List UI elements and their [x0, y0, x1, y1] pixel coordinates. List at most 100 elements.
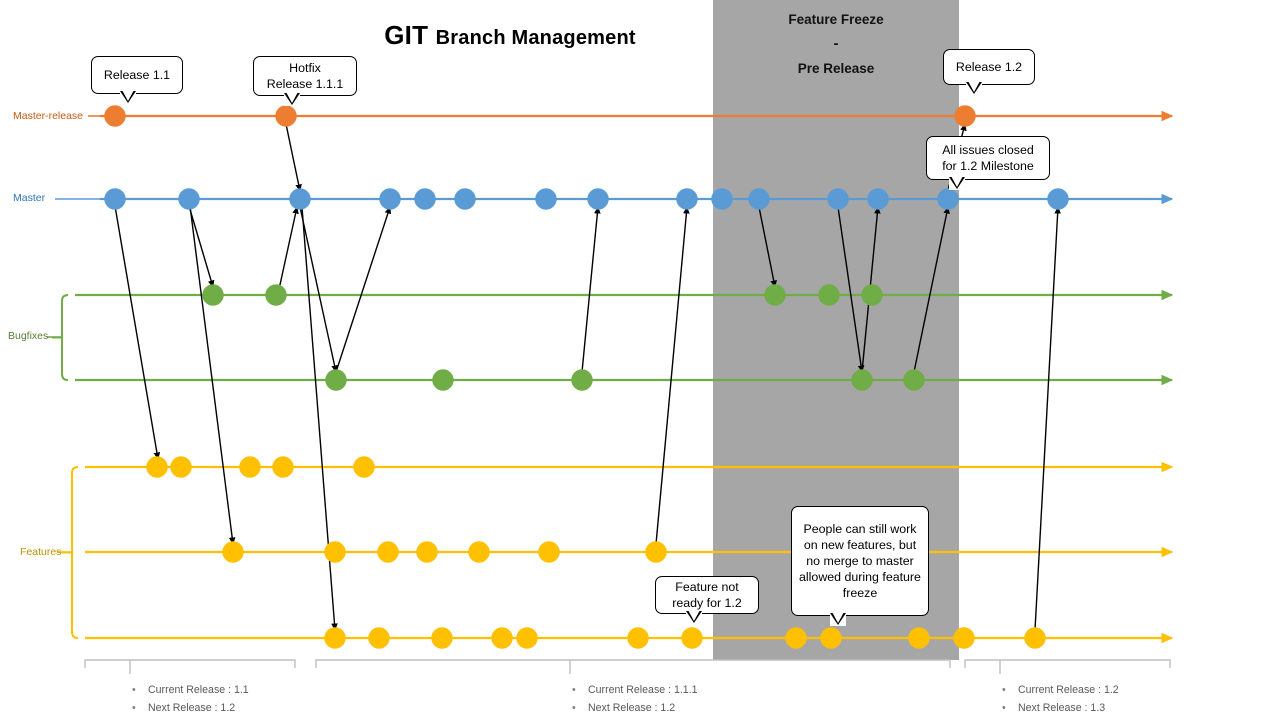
commit-node-master-13[interactable]: [937, 188, 959, 210]
commit-node-feature-2-0[interactable]: [222, 541, 244, 563]
commit-node-feature-3-5[interactable]: [627, 627, 649, 649]
commit-node-master-6[interactable]: [535, 188, 557, 210]
commit-node-feature-2-5[interactable]: [538, 541, 560, 563]
callout-release-1-1[interactable]: Release 1.1: [91, 56, 183, 104]
commit-node-master-9[interactable]: [711, 188, 733, 210]
page-title-lead: GIT: [384, 20, 429, 50]
footer-bullet-icon: •: [572, 684, 576, 696]
footer-item-label: Current Release : 1.2: [1018, 684, 1119, 696]
callout-feature-not-ready[interactable]: Feature not ready for 1.2: [655, 576, 759, 624]
callout-all-issues-closed[interactable]: All issues closed for 1.2 Milestone: [926, 136, 1050, 190]
footer-item-label: Current Release : 1.1.1: [588, 684, 698, 696]
footer-item-label: Next Release : 1.3: [1018, 702, 1106, 714]
commit-node-feature-3-11[interactable]: [1024, 627, 1046, 649]
commit-node-bugfix-1-2[interactable]: [764, 284, 786, 306]
branch-label-master: Master: [13, 192, 46, 204]
feature-freeze-line1: Feature Freeze: [788, 12, 884, 27]
commit-node-master-release-2[interactable]: [954, 105, 976, 127]
commit-node-master-release-0[interactable]: [104, 105, 126, 127]
commit-node-bugfix-2-1[interactable]: [432, 369, 454, 391]
commit-node-bugfix-1-3[interactable]: [818, 284, 840, 306]
commit-node-feature-3-2[interactable]: [431, 627, 453, 649]
commit-node-feature-3-4[interactable]: [516, 627, 538, 649]
commit-node-bugfix-2-2[interactable]: [571, 369, 593, 391]
commit-node-feature-3-7[interactable]: [785, 627, 807, 649]
callout-tail: [966, 80, 982, 95]
commit-node-feature-1-1[interactable]: [170, 456, 192, 478]
merge-arrow-1: [188, 205, 215, 288]
commit-node-feature-1-2[interactable]: [239, 456, 261, 478]
callout-not-ready-line1: Feature not: [675, 580, 739, 594]
footer-item-phase-1-1-1-0: • Current Release : 1.1.1: [572, 684, 698, 696]
commit-node-bugfix-2-0[interactable]: [325, 369, 347, 391]
commit-node-feature-2-4[interactable]: [468, 541, 490, 563]
commit-node-feature-1-4[interactable]: [353, 456, 375, 478]
footer-bracket-phase-1-2: [964, 659, 1171, 668]
callout-tail: [830, 611, 846, 626]
callout-people-can-still-work[interactable]: People can still work on new features, b…: [791, 506, 929, 626]
commit-node-feature-3-0[interactable]: [324, 627, 346, 649]
merge-arrow-6: [301, 206, 338, 631]
commit-node-master-0[interactable]: [104, 188, 126, 210]
commit-node-master-8[interactable]: [676, 188, 698, 210]
callout-release-1-2[interactable]: Release 1.2: [943, 49, 1035, 95]
commit-node-feature-3-3[interactable]: [491, 627, 513, 649]
footer-item-phase-1-1-1-1: • Next Release : 1.2: [572, 702, 675, 714]
feature-freeze-line2: -: [833, 35, 839, 52]
commit-node-feature-3-1[interactable]: [368, 627, 390, 649]
footer-item-phase-1-2-1: • Next Release : 1.3: [1002, 702, 1105, 714]
commit-node-feature-2-6[interactable]: [645, 541, 667, 563]
page-title-rest: Branch Management: [435, 27, 636, 49]
footer-bracket-phase-1-1-1: [315, 659, 951, 668]
commit-node-feature-3-8[interactable]: [820, 627, 842, 649]
commit-node-feature-2-2[interactable]: [377, 541, 399, 563]
commit-node-master-14[interactable]: [1047, 188, 1069, 210]
commit-node-master-12[interactable]: [867, 188, 889, 210]
commit-node-master-4[interactable]: [414, 188, 436, 210]
commit-node-feature-3-10[interactable]: [953, 627, 975, 649]
callout-not-ready-line2: ready for 1.2: [672, 596, 742, 610]
callout-all-issues-line1: All issues closed: [942, 143, 1034, 157]
commit-node-master-2[interactable]: [289, 188, 311, 210]
footer-item-label: Current Release : 1.1: [148, 684, 249, 696]
commit-node-feature-1-3[interactable]: [272, 456, 294, 478]
commit-node-bugfix-2-4[interactable]: [903, 369, 925, 391]
commit-node-master-3[interactable]: [379, 188, 401, 210]
commit-node-master-11[interactable]: [827, 188, 849, 210]
commit-node-master-1[interactable]: [178, 188, 200, 210]
callout-hotfix-line2: Release 1.1.1: [266, 77, 344, 91]
commit-node-master-5[interactable]: [454, 188, 476, 210]
callout-hotfix-release[interactable]: Hotfix Release 1.1.1: [253, 56, 357, 106]
merge-arrow-11: [837, 206, 865, 373]
commit-node-feature-3-9[interactable]: [908, 627, 930, 649]
commit-node-bugfix-2-3[interactable]: [851, 369, 873, 391]
page-title: GIT Branch Management: [260, 20, 760, 51]
footer-bullet-icon: •: [1002, 702, 1006, 714]
footer-bullet-icon: •: [132, 684, 136, 696]
branch-lines: [47, 110, 1174, 644]
commit-node-feature-1-0[interactable]: [146, 456, 168, 478]
commit-node-feature-2-1[interactable]: [324, 541, 346, 563]
callout-people-text: People can still work on new features, b…: [799, 522, 921, 600]
commit-node-bugfix-1-4[interactable]: [861, 284, 883, 306]
commit-node-bugfix-1-1[interactable]: [265, 284, 287, 306]
merge-arrow-5: [299, 206, 338, 373]
commit-node-bugfix-1-0[interactable]: [202, 284, 224, 306]
merge-arrow-14: [1034, 206, 1061, 631]
merge-arrow-2: [189, 205, 236, 545]
commit-node-feature-3-6[interactable]: [681, 627, 703, 649]
commit-node-master-7[interactable]: [587, 188, 609, 210]
commit-node-feature-2-3[interactable]: [416, 541, 438, 563]
callout-all-issues-line2: for 1.2 Milestone: [942, 159, 1034, 173]
commit-node-master-10[interactable]: [748, 188, 770, 210]
commit-node-master-release-1[interactable]: [275, 105, 297, 127]
footer-item-phase-1-1-1: • Next Release : 1.2: [132, 702, 235, 714]
callout-tail: [949, 175, 965, 190]
footer-item-phase-1-1-0: • Current Release : 1.1: [132, 684, 249, 696]
merge-arrow-8: [581, 206, 601, 373]
callout-tail: [686, 609, 702, 624]
merge-arrow-10: [758, 206, 777, 288]
merge-arrow-13: [913, 206, 950, 373]
